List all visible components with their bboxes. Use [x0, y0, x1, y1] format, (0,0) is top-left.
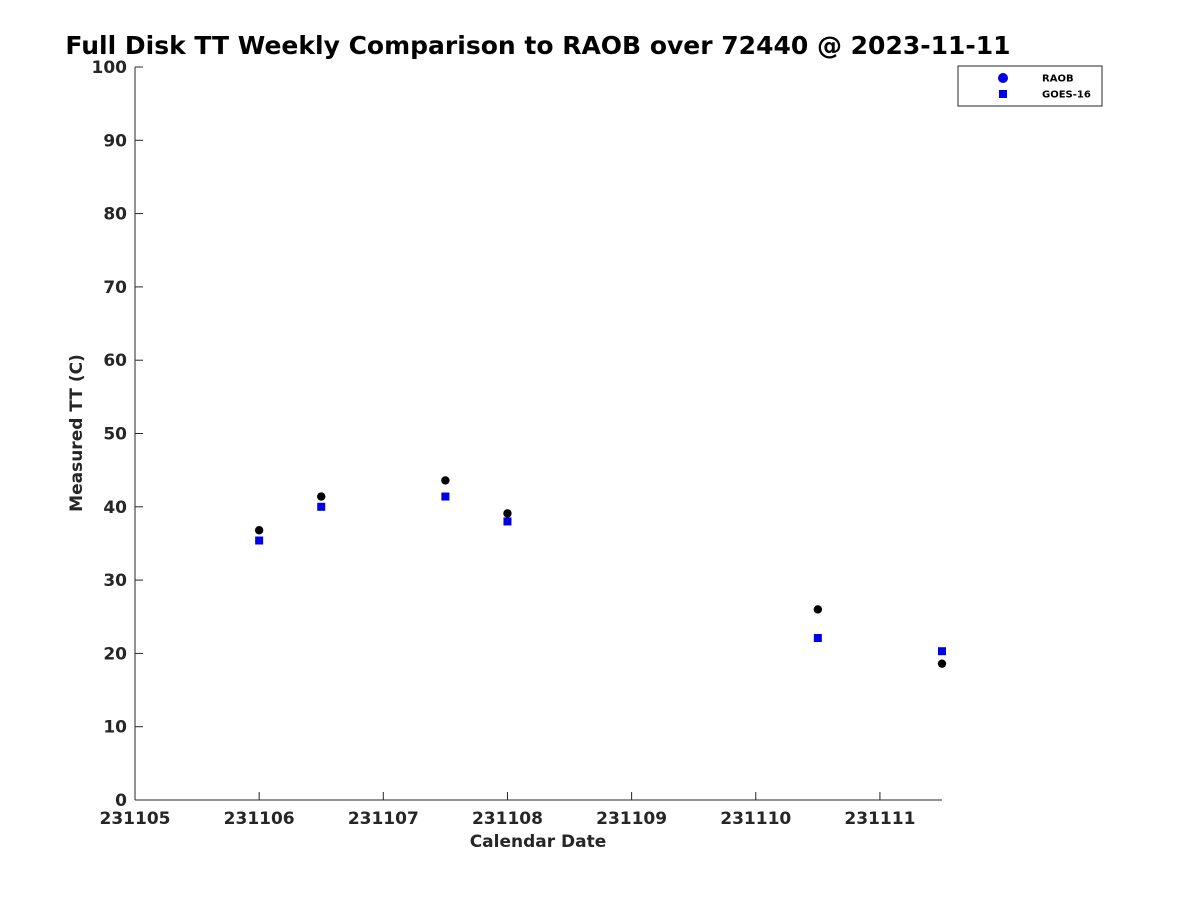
y-tick-label: 50: [103, 425, 127, 445]
goes16-point: [938, 647, 946, 656]
x-tick-label: 231107: [348, 809, 419, 829]
y-tick-label: 70: [103, 278, 127, 298]
goes16-point: [317, 502, 326, 511]
plot-area: 0 10 20 30 40 50 60 70 80 90 100 231105 231106 231107…: [92, 58, 947, 829]
x-tick-label: 231110: [720, 809, 791, 829]
x-tick-label: 231108: [472, 809, 543, 829]
x-tick-label: 231109: [596, 809, 667, 829]
goes16-point: [503, 517, 512, 526]
y-tick-label: 10: [103, 718, 127, 738]
raob-point: [503, 509, 512, 518]
y-tick-label: 40: [103, 498, 127, 518]
raob-point: [254, 526, 264, 535]
legend-goes16-marker: [999, 90, 1007, 98]
raob-point: [441, 476, 450, 485]
goes16-point: [441, 492, 450, 501]
legend-box: [957, 65, 1103, 107]
goes16-point: [255, 536, 264, 545]
raob-point: [317, 492, 326, 501]
y-tick-label: 0: [115, 791, 127, 811]
y-tick-label: 30: [103, 571, 127, 591]
legend: RAOB GOES-16: [957, 65, 1103, 107]
legend-goes16-label: GOES-16: [1042, 90, 1091, 101]
goes16-point: [813, 634, 822, 643]
y-tick-label: 60: [103, 351, 127, 371]
x-tick-label: 231105: [100, 809, 171, 829]
y-tick-label: 80: [103, 205, 127, 225]
y-tick-label: 20: [103, 644, 127, 664]
y-tick-label: 100: [92, 58, 128, 78]
y-tick-label: 90: [103, 131, 127, 151]
raob-point: [937, 659, 947, 668]
x-tick-label: 231106: [224, 809, 295, 829]
chart-title: Full Disk TT Weekly Comparison to RAOB o…: [65, 31, 1010, 60]
legend-raob-marker: [998, 73, 1008, 83]
y-axis-label: Measured TT (C): [67, 354, 87, 512]
x-axis-label: Calendar Date: [470, 832, 607, 852]
legend-raob-label: RAOB: [1042, 74, 1074, 85]
x-tick-label: 231111: [844, 809, 915, 829]
raob-point: [813, 605, 823, 614]
